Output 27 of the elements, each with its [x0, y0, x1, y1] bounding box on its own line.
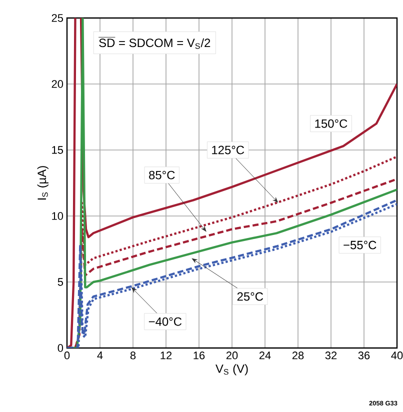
annotation: = SDCOM = V$_{S}$/2	[119, 38, 210, 49]
annotation: 25°C	[237, 292, 264, 301]
x-tick-label: 36	[358, 352, 370, 360]
annotation: SD	[99, 38, 115, 48]
annotation: −55°C	[344, 240, 376, 250]
x-tick-label: 4	[97, 352, 103, 360]
y-tick-label: 20	[52, 80, 64, 88]
x-tick-label: 32	[325, 352, 337, 360]
y-tick-label: 25	[52, 14, 64, 22]
y-axis-title: I$_{S}$ (µA)	[37, 166, 48, 200]
x-tick-label: 40	[391, 352, 403, 360]
x-tick-label: 0	[64, 352, 70, 360]
y-tick-label: 0	[58, 344, 64, 352]
y-tick-label: 15	[52, 146, 64, 154]
annotation: 125°C	[212, 146, 244, 154]
annotation: 150°C	[315, 119, 348, 128]
y-tick-label: 10	[52, 212, 64, 220]
x-tick-label: 20	[226, 352, 238, 360]
x-tick-label: 24	[259, 352, 271, 360]
x-axis-title: V$_{S}$ (V)	[216, 364, 248, 376]
y-tick-label: 5	[58, 278, 64, 286]
x-tick-label: 8	[130, 352, 136, 360]
x-tick-label: 16	[194, 352, 205, 360]
x-tick-label: 28	[292, 352, 304, 360]
annotation: −40°C	[148, 317, 182, 326]
annotation: 85°C	[149, 170, 175, 180]
x-tick-label: 12	[160, 352, 172, 360]
